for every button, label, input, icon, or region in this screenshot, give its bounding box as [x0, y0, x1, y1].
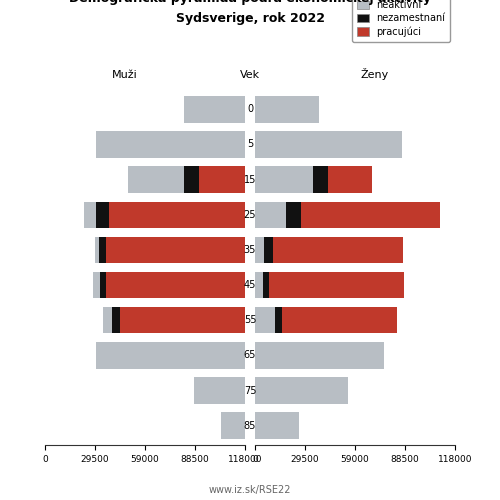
Bar [106, 236, 245, 263]
Bar [276, 307, 282, 334]
Bar [255, 166, 312, 193]
Bar [100, 272, 106, 298]
Bar [255, 96, 320, 122]
Text: 15: 15 [244, 174, 256, 184]
Bar [328, 166, 372, 193]
Bar [99, 236, 106, 263]
Text: 45: 45 [244, 280, 256, 290]
Bar [264, 236, 273, 263]
Bar [222, 412, 245, 439]
Bar [286, 202, 301, 228]
Bar [301, 202, 440, 228]
Bar [199, 166, 245, 193]
Bar [96, 202, 110, 228]
Text: 65: 65 [244, 350, 256, 360]
Bar [94, 272, 100, 298]
Bar [104, 307, 112, 334]
Bar [255, 307, 276, 334]
Text: Ženy: Ženy [361, 68, 389, 80]
Bar [282, 307, 398, 334]
Text: Muži: Muži [112, 70, 138, 80]
Text: Vek: Vek [240, 70, 260, 80]
Bar [84, 202, 96, 228]
Bar [255, 378, 348, 404]
Bar [255, 272, 264, 298]
Bar [255, 202, 286, 228]
Text: Demografická pyramída podľa ekonomickej aktivity: Demografická pyramída podľa ekonomickej … [69, 0, 431, 5]
Bar [184, 166, 199, 193]
Bar [106, 272, 245, 298]
Bar [264, 272, 268, 298]
Text: www.iz.sk/RSE22: www.iz.sk/RSE22 [209, 485, 291, 495]
Text: 55: 55 [244, 315, 256, 325]
Bar [268, 272, 404, 298]
Bar [255, 132, 402, 158]
Bar [120, 307, 245, 334]
Bar [95, 236, 99, 263]
Bar [184, 96, 245, 122]
Text: 35: 35 [244, 245, 256, 255]
Bar [255, 412, 299, 439]
Text: 0: 0 [247, 104, 253, 115]
Text: 75: 75 [244, 386, 256, 396]
Text: 85: 85 [244, 420, 256, 430]
Bar [312, 166, 328, 193]
Bar [194, 378, 245, 404]
Bar [110, 202, 245, 228]
Bar [255, 342, 384, 368]
Bar [112, 307, 120, 334]
Bar [273, 236, 404, 263]
Bar [128, 166, 184, 193]
Text: 5: 5 [247, 140, 253, 149]
Bar [96, 132, 245, 158]
Legend: neaktívni, nezamestnaní, pracujúci: neaktívni, nezamestnaní, pracujúci [352, 0, 450, 42]
Bar [96, 342, 245, 368]
Bar [255, 236, 264, 263]
Text: 25: 25 [244, 210, 256, 220]
Text: Sydsverige, rok 2022: Sydsverige, rok 2022 [176, 12, 324, 25]
